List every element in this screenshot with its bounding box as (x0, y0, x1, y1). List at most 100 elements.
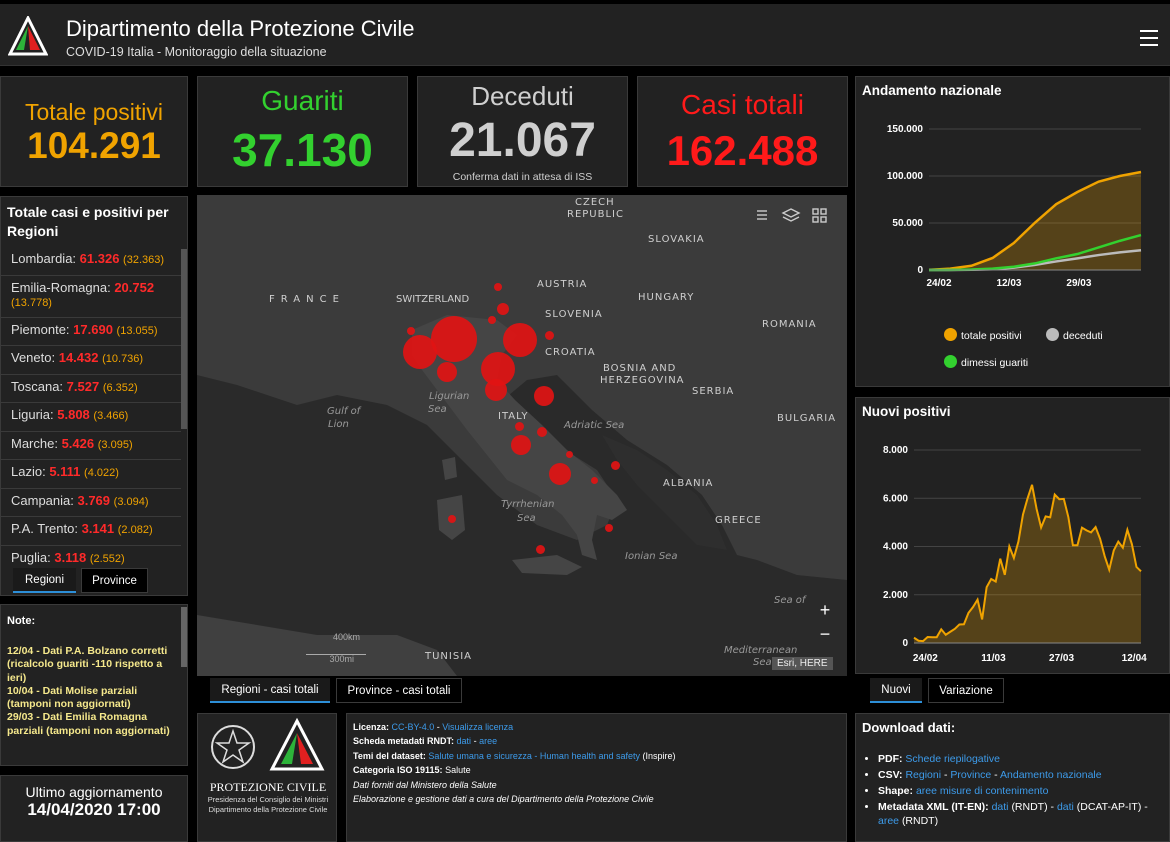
region-row[interactable]: Toscana: 7.527 (6.352) (1, 375, 181, 403)
region-row[interactable]: Veneto: 14.432 (10.736) (1, 346, 181, 375)
legend-label: deceduti (1063, 330, 1103, 342)
csv-andamento-link[interactable]: Andamento nazionale (1000, 769, 1102, 781)
region-row[interactable]: Campania: 3.769 (3.094) (1, 489, 181, 517)
tab-variazione[interactable]: Variazione (928, 678, 1004, 703)
region-total: 3.141 (81, 521, 115, 536)
map-bubble-lombardia[interactable] (431, 316, 477, 362)
regions-list[interactable]: Lombardia: 61.326 (32.363) Emilia-Romagna… (1, 247, 181, 567)
csv-regioni-link[interactable]: Regioni (905, 769, 942, 781)
region-name: Lazio: (11, 464, 50, 479)
chart-title: Andamento nazionale (862, 83, 1002, 98)
page-subtitle: COVID-19 Italia - Monitoraggio della sit… (66, 45, 327, 59)
map-bubble-trento[interactable] (497, 303, 509, 315)
themes-link[interactable]: Salute umana e sicurezza - Human health … (428, 750, 640, 761)
zoom-out-button[interactable]: − (812, 623, 838, 647)
tab-province-casi-totali[interactable]: Province - casi totali (336, 678, 462, 703)
label: Scheda metadati RNDT: (353, 736, 455, 747)
tab-province[interactable]: Province (81, 568, 148, 593)
pdf-link[interactable]: Schede riepilogative (905, 753, 1000, 765)
map-label: Adriatic Sea (564, 420, 625, 431)
map-bubble-friuli[interactable] (545, 331, 554, 340)
y-tick-label: 4.000 (883, 542, 908, 553)
map-bubble-veneto[interactable] (503, 323, 537, 357)
region-positive: (13.055) (116, 324, 158, 337)
download-csv: CSV: Regioni - Province - Andamento nazi… (878, 768, 1158, 782)
processing-line: Elaborazione e gestione dati a cura del … (353, 792, 840, 806)
map-label: ITALY (498, 411, 529, 422)
kpi-deceduti: Deceduti 21.067 Conferma dati in attesa … (417, 76, 628, 187)
map-bubble-abruzzo[interactable] (537, 427, 547, 437)
map-bubble-piemonte[interactable] (403, 335, 437, 369)
map-bubble-liguria[interactable] (437, 362, 457, 382)
legend-deceduti[interactable]: deceduti (1046, 328, 1103, 342)
region-total: 17.690 (73, 321, 113, 337)
region-positive: (2.082) (117, 524, 153, 536)
rndt-dati-link[interactable]: dati (456, 736, 472, 747)
map-bubble-toscana[interactable] (485, 379, 507, 401)
region-name: Liguria: (11, 407, 58, 422)
andamento-chart[interactable]: 0 50.000 100.000 150.000 24/02 12/03 29/03 (856, 117, 1169, 347)
map-tools-icons (757, 208, 827, 223)
nuovi-positivi-chart[interactable]: 0 2.000 4.000 6.000 8.000 24/02 11/03 27/03 12/0… (856, 433, 1169, 673)
kpi-casi-totali: Casi totali 162.488 (637, 76, 848, 187)
italy-map[interactable]: CZECH REPUBLIC SLOVAKIA AUSTRIA HUNGARY … (197, 195, 847, 676)
notes-scrollbar[interactable] (181, 607, 187, 667)
y-tick-label: 6.000 (883, 493, 908, 504)
region-positive: (3.466) (93, 410, 129, 422)
map-bubble-molise[interactable] (566, 451, 573, 458)
map-attribution[interactable]: Esri, HERE (772, 657, 833, 670)
map-scale-bar: 400km 300mi (306, 632, 366, 664)
rndt-aree-link[interactable]: aree (479, 736, 498, 747)
map-bubble-aosta[interactable] (407, 327, 415, 335)
region-row[interactable]: P.A. Trento: 3.141 (2.082) (1, 517, 181, 546)
map-bubble-lazio[interactable] (511, 435, 531, 455)
meta-dati-link[interactable]: dati (991, 801, 1009, 813)
tab-regioni-casi-totali[interactable]: Regioni - casi totali (210, 678, 330, 703)
csv-province-link[interactable]: Province (950, 769, 992, 781)
map-label: REPUBLIC (567, 209, 624, 220)
kpi-guariti: Guariti 37.130 (197, 76, 408, 187)
tab-regioni[interactable]: Regioni (13, 568, 76, 593)
map-bubble-basilicata[interactable] (591, 477, 598, 484)
map-bubble-sardegna[interactable] (448, 515, 456, 523)
y-tick-label: 0 (902, 638, 908, 649)
shape-link[interactable]: aree misure di contenimento (915, 785, 1049, 797)
map-bubble-umbria[interactable] (515, 422, 524, 431)
meta-dcat-link[interactable]: dati (1056, 801, 1074, 813)
regions-scrollbar[interactable] (181, 249, 187, 429)
region-name: P.A. Trento: (11, 521, 82, 536)
map-bubble-puglia[interactable] (611, 461, 620, 470)
license-link[interactable]: CC-BY-4.0 (391, 722, 435, 732)
region-row[interactable]: Lombardia: 61.326 (32.363) (1, 247, 181, 276)
download-pdf: PDF: Schede riepilogative (878, 752, 1158, 766)
map-bubble-sicilia[interactable] (536, 545, 545, 554)
region-row[interactable]: Puglia: 3.118 (2.552) (1, 546, 181, 568)
map-bubble-bolzano[interactable] (494, 283, 502, 291)
region-positive: (13.778) (11, 296, 52, 309)
map-bubble-campania[interactable] (549, 463, 571, 485)
kpi-totale-positivi: Totale positivi 104.291 (0, 76, 188, 187)
region-row[interactable]: Emilia-Romagna: 20.752 (13.778) (1, 276, 181, 318)
meta-aree-link[interactable]: aree (878, 815, 900, 827)
region-row[interactable]: Piemonte: 17.690 (13.055) (1, 318, 181, 346)
legend-dimessi-guariti[interactable]: dimessi guariti (944, 355, 1028, 369)
hamburger-menu-icon[interactable] (1140, 30, 1158, 46)
tab-nuovi[interactable]: Nuovi (870, 678, 922, 703)
protezione-civile-logo (8, 16, 48, 56)
map-bubble-marche[interactable] (534, 386, 554, 406)
map-bubble-calabria[interactable] (605, 524, 613, 532)
y-tick-label: 50.000 (892, 218, 923, 229)
view-license-link[interactable]: Visualizza licenza (442, 722, 514, 732)
region-name: Marche: (11, 435, 62, 451)
region-total: 7.527 (66, 378, 100, 394)
region-positive: (32.363) (123, 254, 165, 266)
region-positive: (3.095) (97, 438, 133, 451)
note-line: 29/03 - Dati Emilia Romagna parziali (ta… (7, 711, 170, 737)
zoom-in-button[interactable]: + (812, 599, 838, 623)
region-row[interactable]: Marche: 5.426 (3.095) (1, 432, 181, 460)
region-row[interactable]: Liguria: 5.808 (3.466) (1, 403, 181, 432)
region-total: 5.808 (57, 407, 90, 422)
legend-totale-positivi[interactable]: totale positivi (944, 328, 1022, 342)
region-row[interactable]: Lazio: 5.111 (4.022) (1, 460, 181, 489)
map-bubble-trentino-alt[interactable] (488, 316, 496, 324)
